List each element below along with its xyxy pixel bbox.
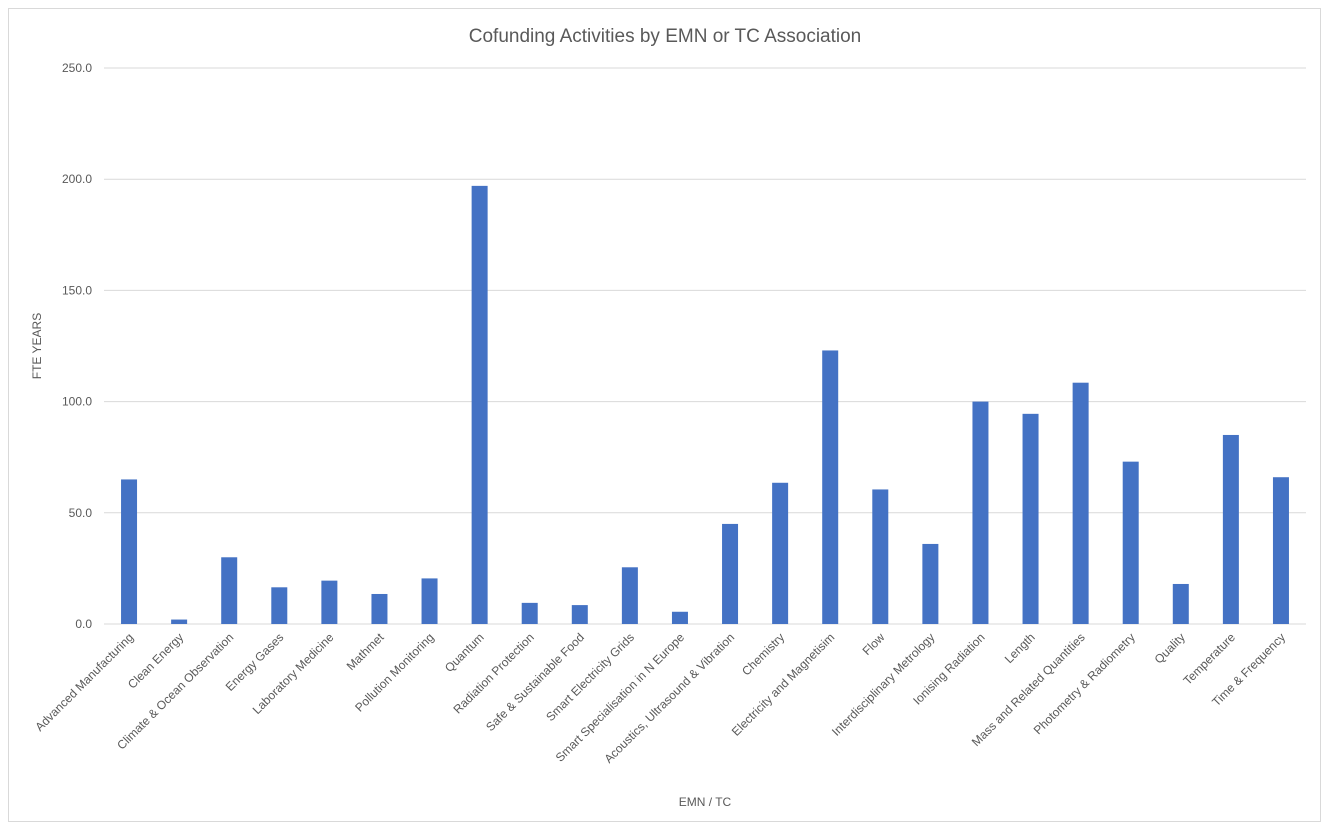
x-tick-label: Quality [1152, 630, 1188, 666]
bar [872, 489, 889, 624]
bar [221, 557, 238, 624]
x-tick-label: Photometry & Radiometry [1031, 630, 1138, 737]
bar [1122, 461, 1139, 624]
bar [922, 543, 939, 624]
bar [321, 580, 338, 624]
x-tick-label: Advanced Manufacturing [32, 630, 136, 734]
x-tick-label: Safe & Sustainable Food [483, 630, 587, 734]
x-tick-label: Length [1002, 630, 1038, 666]
y-tick-label: 50.0 [69, 506, 93, 520]
x-tick-label: Mathmet [344, 630, 387, 673]
y-tick-label: 0.0 [75, 617, 92, 631]
chart-frame [8, 8, 1321, 822]
bar [671, 611, 688, 624]
bar [1172, 583, 1189, 624]
x-tick-label: Quantum [442, 630, 487, 675]
bar [1222, 434, 1239, 624]
bar [421, 578, 438, 624]
bar [972, 401, 989, 624]
bar [1272, 477, 1289, 624]
bar [371, 593, 388, 624]
bar [722, 523, 739, 624]
bar [772, 482, 789, 624]
x-tick-label: Smart Electricity Grids [543, 630, 637, 724]
bar [171, 619, 188, 624]
bar [271, 587, 288, 624]
bars [121, 185, 1289, 624]
x-tick-label: Interdisciplinary Metrology [829, 630, 937, 738]
gridlines [104, 67, 1306, 625]
bar [822, 350, 839, 624]
y-tick-label: 100.0 [62, 395, 92, 409]
bar [521, 602, 538, 624]
bar [1072, 382, 1089, 624]
bar [621, 567, 638, 624]
y-tick-label: 150.0 [62, 283, 92, 297]
chart-title: Cofunding Activities by EMN or TC Associ… [469, 26, 862, 47]
x-axis-title: EMN / TC [679, 795, 732, 809]
y-tick-label: 250.0 [62, 61, 92, 75]
y-axis-title: FTE YEARS [30, 313, 44, 379]
bar [1022, 413, 1039, 624]
x-tick-label: Electricity and Magnetisim [729, 630, 837, 738]
bar [471, 185, 488, 624]
x-tick-label: Chemistry [739, 630, 787, 678]
y-axis-ticks: 0.0 50.0 100.0 150.0 200.0 250.0 [62, 61, 92, 631]
x-tick-label: Flow [860, 630, 888, 658]
y-tick-label: 200.0 [62, 172, 92, 186]
bar [121, 479, 138, 624]
bar [571, 605, 588, 624]
